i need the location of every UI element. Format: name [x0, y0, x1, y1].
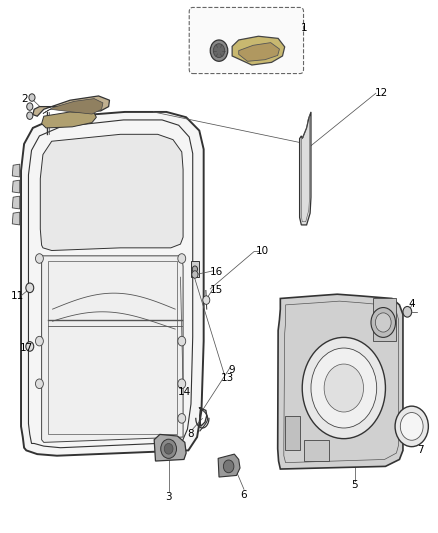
Circle shape: [35, 254, 43, 263]
Text: 14: 14: [177, 387, 191, 397]
Circle shape: [26, 283, 34, 293]
Circle shape: [213, 44, 225, 58]
Polygon shape: [373, 298, 396, 341]
Circle shape: [35, 379, 43, 389]
Polygon shape: [278, 294, 403, 469]
Circle shape: [178, 336, 186, 346]
Polygon shape: [12, 164, 20, 177]
Circle shape: [178, 254, 186, 263]
Text: 15: 15: [210, 286, 223, 295]
Polygon shape: [43, 99, 103, 114]
Text: 6: 6: [240, 490, 247, 499]
Circle shape: [210, 40, 228, 61]
Text: 12: 12: [374, 88, 388, 98]
Circle shape: [324, 364, 364, 412]
Circle shape: [311, 348, 377, 428]
Polygon shape: [154, 434, 186, 461]
Circle shape: [178, 379, 186, 389]
Circle shape: [375, 313, 391, 332]
Circle shape: [192, 271, 198, 278]
Text: 3: 3: [165, 492, 172, 502]
Polygon shape: [232, 36, 285, 65]
Text: 10: 10: [256, 246, 269, 255]
Text: 11: 11: [11, 291, 24, 301]
Text: 5: 5: [351, 480, 358, 490]
Text: 4: 4: [408, 299, 415, 309]
Polygon shape: [12, 180, 20, 193]
Polygon shape: [12, 196, 20, 209]
Circle shape: [192, 266, 198, 272]
Circle shape: [35, 336, 43, 346]
Polygon shape: [218, 454, 240, 477]
Text: 7: 7: [417, 446, 424, 455]
Polygon shape: [239, 43, 279, 61]
Polygon shape: [42, 256, 183, 442]
Circle shape: [223, 460, 234, 473]
Circle shape: [164, 443, 173, 454]
Circle shape: [395, 406, 428, 447]
Circle shape: [178, 414, 186, 423]
Circle shape: [161, 439, 177, 458]
Circle shape: [403, 306, 412, 317]
Polygon shape: [304, 440, 328, 461]
Circle shape: [302, 337, 385, 439]
Circle shape: [26, 342, 34, 351]
Text: 16: 16: [210, 267, 223, 277]
Circle shape: [400, 413, 423, 440]
Text: 8: 8: [187, 430, 194, 439]
Text: 2: 2: [21, 94, 28, 103]
Polygon shape: [300, 112, 311, 225]
Polygon shape: [21, 112, 204, 456]
Circle shape: [27, 103, 33, 110]
Polygon shape: [42, 112, 96, 128]
Polygon shape: [191, 261, 199, 277]
Polygon shape: [285, 416, 300, 450]
Circle shape: [29, 94, 35, 101]
Circle shape: [371, 308, 396, 337]
Text: 9: 9: [229, 366, 236, 375]
Text: 17: 17: [20, 343, 33, 352]
Polygon shape: [12, 212, 20, 225]
Polygon shape: [33, 96, 110, 116]
Circle shape: [203, 296, 210, 304]
Text: 13: 13: [221, 374, 234, 383]
FancyBboxPatch shape: [189, 7, 304, 74]
Polygon shape: [40, 134, 183, 251]
Circle shape: [27, 112, 33, 119]
Text: 1: 1: [301, 23, 308, 33]
